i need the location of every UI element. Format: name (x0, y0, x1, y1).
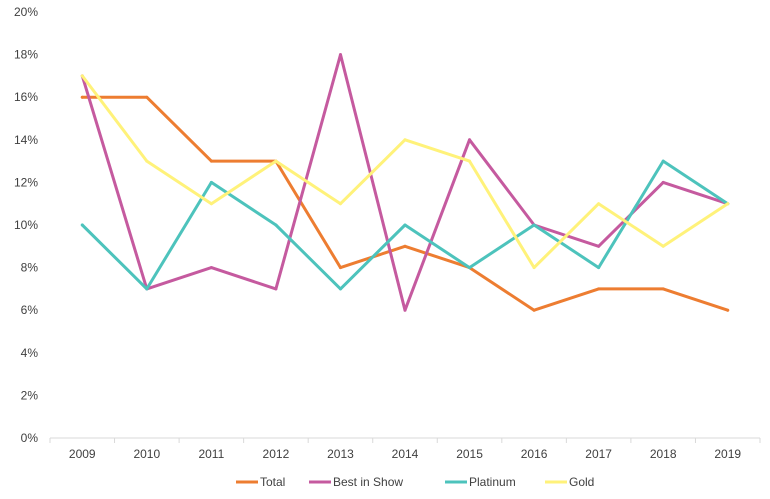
data-point (726, 202, 730, 206)
data-point (80, 74, 84, 78)
data-point (338, 287, 342, 291)
x-tick-label: 2016 (521, 447, 548, 461)
data-point (468, 138, 472, 142)
x-tick-label: 2011 (198, 447, 224, 461)
x-tick-label: 2017 (585, 447, 612, 461)
data-point (145, 159, 149, 163)
legend-item: Best in Show (309, 475, 403, 489)
x-tick-label: 2009 (69, 447, 96, 461)
legend: Total Best in Show Platinum Gold (236, 475, 594, 489)
y-tick-label: 14% (14, 133, 38, 147)
data-point (145, 287, 149, 291)
data-point (209, 180, 213, 184)
legend-label: Platinum (469, 475, 516, 489)
data-point (532, 266, 536, 270)
data-point (661, 180, 665, 184)
data-point (468, 266, 472, 270)
data-point (338, 266, 342, 270)
y-axis: 0% 2% 4% 6% 8% 10% 12% 14% 16% 18% 20% (14, 5, 38, 445)
y-tick-label: 20% (14, 5, 38, 19)
data-point (80, 223, 84, 227)
data-point (338, 202, 342, 206)
y-tick-label: 2% (21, 388, 39, 402)
x-tick-label: 2014 (392, 447, 419, 461)
data-point (338, 53, 342, 57)
data-point (274, 159, 278, 163)
y-tick-label: 0% (21, 431, 39, 445)
data-point (274, 287, 278, 291)
y-tick-label: 8% (21, 261, 39, 275)
y-tick-label: 6% (21, 303, 39, 317)
x-tick-label: 2013 (327, 447, 354, 461)
data-point (209, 159, 213, 163)
data-point (597, 202, 601, 206)
legend-label: Gold (569, 475, 594, 489)
x-tick-label: 2019 (714, 447, 741, 461)
series-line-gold (80, 74, 730, 270)
y-tick-label: 12% (14, 175, 38, 189)
plot-area (80, 53, 730, 312)
data-point (661, 244, 665, 248)
data-point (274, 223, 278, 227)
data-point (209, 202, 213, 206)
legend-item: Gold (545, 475, 594, 489)
data-point (726, 308, 730, 312)
data-point (403, 223, 407, 227)
x-tick-label: 2012 (263, 447, 290, 461)
data-point (80, 95, 84, 99)
y-tick-label: 18% (14, 48, 38, 62)
data-point (145, 95, 149, 99)
x-tick-label: 2010 (133, 447, 160, 461)
data-point (661, 287, 665, 291)
data-point (468, 159, 472, 163)
data-point (532, 223, 536, 227)
data-point (532, 308, 536, 312)
data-point (597, 266, 601, 270)
data-point (597, 244, 601, 248)
x-tick-label: 2015 (456, 447, 483, 461)
legend-item: Total (236, 475, 285, 489)
legend-label: Best in Show (333, 475, 403, 489)
y-tick-label: 4% (21, 346, 39, 360)
data-point (403, 244, 407, 248)
data-point (661, 159, 665, 163)
data-point (403, 308, 407, 312)
x-axis: 2009 2010 2011 2012 2013 2014 2015 2016 2017 2018… (49, 437, 761, 461)
y-tick-label: 16% (14, 90, 38, 104)
data-point (403, 138, 407, 142)
legend-label: Total (260, 475, 285, 489)
x-tick-label: 2018 (650, 447, 677, 461)
data-point (597, 287, 601, 291)
data-point (209, 266, 213, 270)
legend-item: Platinum (445, 475, 516, 489)
y-tick-label: 10% (14, 218, 38, 232)
